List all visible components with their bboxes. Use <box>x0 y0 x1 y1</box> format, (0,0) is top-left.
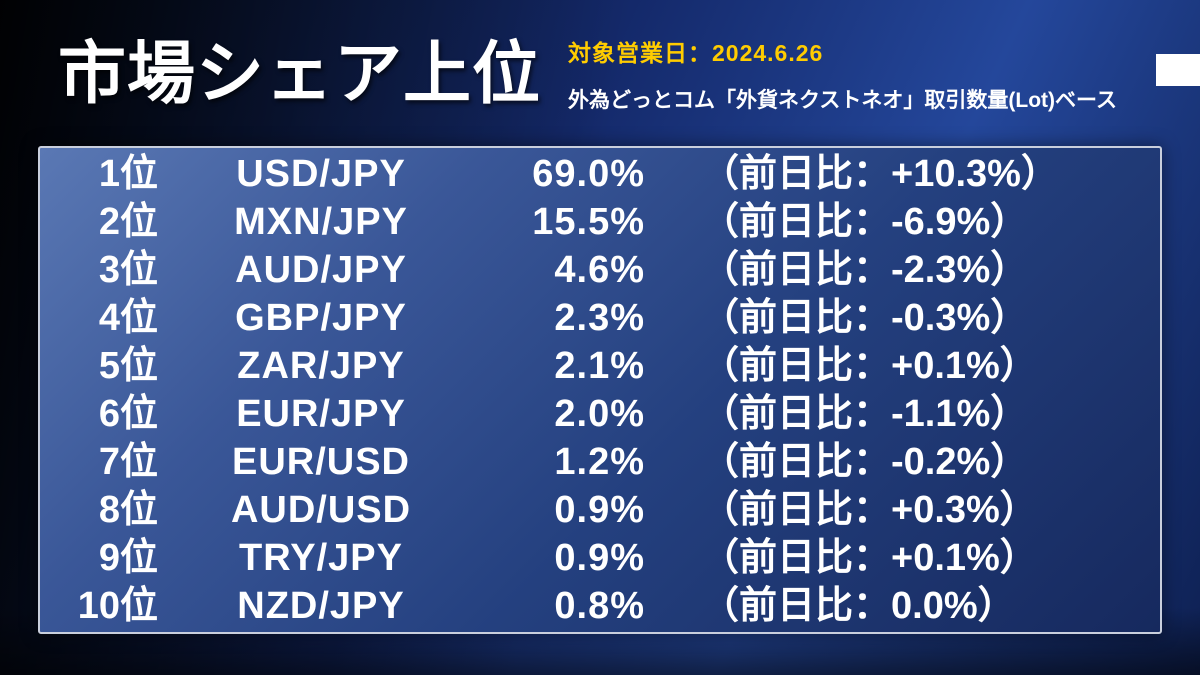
rank-cell: 7位 <box>98 441 158 483</box>
pair-cell: USD/JPY <box>236 153 406 195</box>
rank-cell: 4位 <box>98 297 158 339</box>
change-cell: （前日比：-0.3%） <box>701 297 1029 339</box>
ranking-table: 1位 USD/JPY 69.0% （前日比：+10.3%） 2位 MXN/JPY… <box>38 146 1162 634</box>
share-cell: 2.3% <box>554 297 645 339</box>
share-cell: 2.1% <box>554 345 645 387</box>
change-cell: （前日比：-2.3%） <box>701 249 1029 291</box>
table-row: 2位 MXN/JPY 15.5% （前日比：-6.9%） <box>40 198 1160 246</box>
table-row: 10位 NZD/JPY 0.8% （前日比：0.0%） <box>40 582 1160 630</box>
rank-cell: 9位 <box>98 537 158 579</box>
change-cell: （前日比：+0.3%） <box>701 489 1038 531</box>
pair-cell: EUR/JPY <box>236 393 406 435</box>
rank-cell: 2位 <box>98 201 158 243</box>
rank-cell: 6位 <box>98 393 158 435</box>
share-cell: 0.9% <box>554 537 645 579</box>
change-cell: （前日比：-1.1%） <box>701 393 1029 435</box>
table-row: 1位 USD/JPY 69.0% （前日比：+10.3%） <box>40 150 1160 198</box>
change-cell: （前日比：-0.2%） <box>701 441 1029 483</box>
rank-cell: 8位 <box>98 489 158 531</box>
rank-cell: 1位 <box>98 153 158 195</box>
target-date-label: 対象営業日：2024.6.26 <box>568 40 824 66</box>
pair-cell: GBP/JPY <box>235 297 407 339</box>
change-cell: （前日比：+10.3%） <box>701 153 1059 195</box>
pair-cell: TRY/JPY <box>239 537 403 579</box>
pair-cell: AUD/USD <box>230 489 412 531</box>
decorative-strip <box>1156 54 1200 86</box>
share-cell: 4.6% <box>554 249 645 291</box>
pair-cell: ZAR/JPY <box>237 345 405 387</box>
table-row: 4位 GBP/JPY 2.3% （前日比：-0.3%） <box>40 294 1160 342</box>
share-cell: 0.9% <box>554 489 645 531</box>
change-cell: （前日比：+0.1%） <box>701 345 1038 387</box>
pair-cell: MXN/JPY <box>234 201 408 243</box>
rank-cell: 10位 <box>77 585 158 627</box>
pair-cell: EUR/USD <box>231 441 411 483</box>
share-cell: 0.8% <box>554 585 645 627</box>
share-cell: 2.0% <box>554 393 645 435</box>
change-cell: （前日比：+0.1%） <box>701 537 1038 579</box>
table-row: 9位 TRY/JPY 0.9% （前日比：+0.1%） <box>40 534 1160 582</box>
page-title: 市場シェア上位 <box>58 36 542 112</box>
table-row: 8位 AUD/USD 0.9% （前日比：+0.3%） <box>40 486 1160 534</box>
share-cell: 1.2% <box>554 441 645 483</box>
rank-cell: 3位 <box>98 249 158 291</box>
table-row: 3位 AUD/JPY 4.6% （前日比：-2.3%） <box>40 246 1160 294</box>
rank-cell: 5位 <box>98 345 158 387</box>
share-cell: 69.0% <box>532 153 645 195</box>
data-source-subtitle: 外為どっとコム「外貨ネクストネオ」取引数量(Lot)ベース <box>568 89 1117 112</box>
table-row: 5位 ZAR/JPY 2.1% （前日比：+0.1%） <box>40 342 1160 390</box>
table-row: 7位 EUR/USD 1.2% （前日比：-0.2%） <box>40 438 1160 486</box>
table-row: 6位 EUR/JPY 2.0% （前日比：-1.1%） <box>40 390 1160 438</box>
change-cell: （前日比：-6.9%） <box>701 201 1029 243</box>
header-meta: 対象営業日：2024.6.26 外為どっとコム「外貨ネクストネオ」取引数量(Lo… <box>568 34 1168 114</box>
share-cell: 15.5% <box>532 201 645 243</box>
pair-cell: AUD/JPY <box>235 249 407 291</box>
change-cell: （前日比：0.0%） <box>701 585 1016 627</box>
pair-cell: NZD/JPY <box>237 585 405 627</box>
